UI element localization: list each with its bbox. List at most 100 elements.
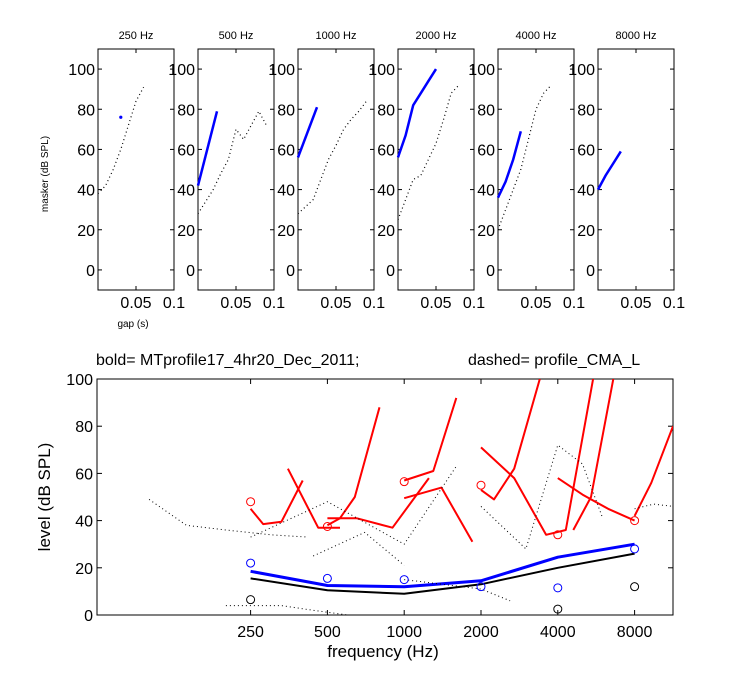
y-tick-label: 40	[75, 514, 93, 531]
threshold-marker	[630, 544, 640, 554]
black-series-line	[250, 552, 635, 595]
threshold-marker	[322, 522, 332, 531]
red-series-line	[249, 480, 304, 526]
x-tick-label: 2000	[463, 624, 499, 641]
y-tick-label: 60	[577, 142, 595, 159]
panel-title: 250 Hz	[119, 30, 154, 42]
bold-series-line	[596, 150, 622, 191]
y-tick-label: 0	[86, 263, 95, 280]
y-tick-label: 80	[77, 102, 95, 119]
red-series-line	[480, 379, 541, 501]
dotted-series-line	[97, 86, 145, 195]
red-series-line	[287, 468, 340, 529]
panel-6: 8000 Hz 0 20 40 60 80 100 0.05 0.1	[568, 30, 685, 312]
bold-series-line	[496, 130, 523, 199]
threshold-marker	[476, 480, 486, 490]
gap-threshold-panels: 250 Hz 0 20 40 60 80 100 0.05 0.1 500 Hz 0 20 40 60 80…	[68, 30, 685, 312]
threshold-marker	[322, 573, 332, 583]
y-tick-label: 80	[577, 102, 595, 119]
panel-4: 2000 Hz 0 20 40 60 80 100 0.05 0.1	[368, 30, 485, 312]
series-group	[148, 379, 673, 615]
bold-series-line	[196, 110, 219, 186]
y-tick-label: 20	[77, 223, 95, 240]
threshold-marker	[399, 477, 409, 487]
x-tick-label: 0.05	[220, 295, 251, 312]
red-series-line	[326, 407, 381, 527]
y-tick-label: 0	[486, 263, 495, 280]
y-tick-label: 0	[386, 263, 395, 280]
panel-title: 500 Hz	[219, 30, 254, 42]
dotted-series-line	[225, 605, 380, 615]
y-tick-label: 100	[468, 62, 495, 79]
x-tick-label: 500	[314, 624, 341, 641]
y-tick-label: 40	[177, 183, 195, 200]
y-tick-label: 100	[68, 62, 95, 79]
red-series-line	[403, 397, 458, 482]
panel-5: 4000 Hz 0 20 40 60 80 100 0.05 0.1	[468, 30, 585, 312]
threshold-marker	[399, 575, 409, 585]
threshold-marker	[246, 558, 256, 568]
y-tick-label: 60	[77, 142, 95, 159]
threshold-marker	[630, 582, 640, 592]
x-tick-label: 0.1	[163, 295, 185, 312]
y-tick-label: 0	[586, 263, 595, 280]
figure-title-dashed: dashed= profile_CMA_L	[468, 352, 640, 369]
y-tick-label: 40	[377, 183, 395, 200]
panel-title: 4000 Hz	[516, 30, 557, 42]
dotted-series-line	[312, 531, 405, 566]
x-tick-label: 0.05	[620, 295, 651, 312]
x-tick-label: 0.05	[520, 295, 551, 312]
y-tick-label: 60	[377, 142, 395, 159]
y-tick-label: 100	[66, 372, 93, 389]
dotted-series-line	[397, 84, 460, 220]
threshold-marker	[246, 595, 256, 605]
figure-title-bold: bold= MTprofile17_4hr20_Dec_2011;	[96, 352, 359, 369]
y-tick-label: 40	[477, 183, 495, 200]
bold-series-line	[296, 106, 319, 158]
panel-title: 8000 Hz	[616, 30, 657, 42]
threshold-marker	[553, 604, 563, 614]
panel-frame	[297, 48, 375, 291]
y-tick-label: 80	[75, 419, 93, 436]
y-tick-label: 60	[75, 466, 93, 483]
small-panels-x-axis-label: gap (s)	[117, 319, 148, 330]
panel-frame	[97, 48, 175, 291]
x-tick-label: 0.1	[363, 295, 385, 312]
x-tick-label: 0.05	[320, 295, 351, 312]
red-series-line	[572, 379, 615, 531]
dotted-series-line	[250, 466, 457, 545]
y-tick-label: 40	[277, 183, 295, 200]
threshold-marker	[630, 516, 640, 526]
x-tick-label: 0.05	[420, 295, 451, 312]
x-tick-label: 0.1	[263, 295, 285, 312]
y-tick-label: 20	[277, 223, 295, 240]
threshold-marker	[553, 530, 563, 540]
x-tick-label: 4000	[540, 624, 576, 641]
y-axis-label: level (dB SPL)	[35, 443, 54, 552]
red-series-line	[480, 379, 595, 536]
y-tick-label: 100	[168, 62, 195, 79]
y-tick-label: 0	[84, 608, 93, 625]
x-axis-label: frequency (Hz)	[327, 642, 438, 661]
panel-title: 1000 Hz	[316, 30, 357, 42]
panel-1: 250 Hz 0 20 40 60 80 100 0.05 0.1	[68, 30, 185, 312]
dotted-series-line	[197, 110, 267, 215]
panel-title: 2000 Hz	[416, 30, 457, 42]
y-tick-label: 80	[177, 102, 195, 119]
y-tick-label: 60	[177, 142, 195, 159]
red-series-line	[327, 477, 430, 529]
y-tick-label: 80	[377, 102, 395, 119]
red-series-line	[633, 425, 673, 517]
y-tick-label: 40	[77, 183, 95, 200]
data-point	[119, 115, 123, 119]
bold-series-line	[396, 68, 438, 158]
panel-frame	[397, 48, 475, 291]
panel-3: 1000 Hz 0 20 40 60 80 100 0.05 0.1	[268, 30, 385, 312]
y-tick-label: 100	[268, 62, 295, 79]
y-tick-label: 80	[277, 102, 295, 119]
y-tick-label: 60	[477, 142, 495, 159]
threshold-marker	[553, 583, 563, 593]
small-panels-y-axis-label: masker (dB SPL)	[40, 136, 51, 212]
y-tick-label: 0	[286, 263, 295, 280]
y-tick-label: 20	[377, 223, 395, 240]
